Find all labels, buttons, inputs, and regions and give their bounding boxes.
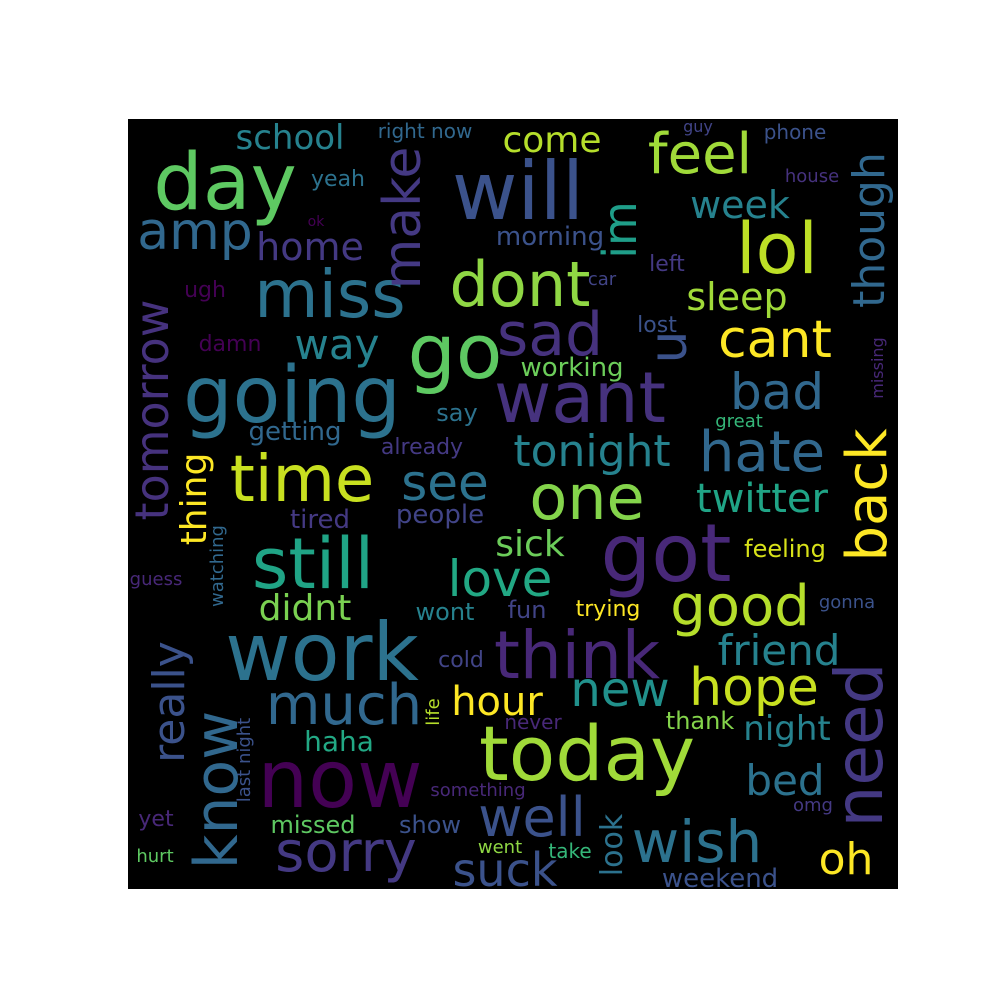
cloud-word-bed: bed [745, 756, 825, 805]
cloud-word-still: still [251, 523, 375, 605]
cloud-word-something: something [430, 780, 526, 801]
cloud-word-working: working [520, 353, 624, 383]
cloud-word-way: way [294, 320, 380, 369]
word-cloud: will day miss amp school make right now come fee… [128, 119, 898, 889]
cloud-word-tomorrow: tomorrow [128, 299, 179, 521]
cloud-word-last-night: last night [234, 717, 255, 803]
cloud-word-dont: dont [449, 248, 591, 321]
cloud-word-lol: lol [736, 208, 818, 290]
cloud-word-wish: wish [631, 808, 763, 876]
cloud-word-car: car [587, 269, 617, 290]
cloud-word-life: life [423, 698, 444, 726]
cloud-word-today: today [478, 709, 696, 798]
cloud-word-want: want [494, 357, 666, 439]
cloud-word-haha: haha [304, 725, 374, 758]
cloud-word-much: much [265, 673, 423, 738]
cloud-word-hope: hope [689, 658, 819, 718]
cloud-word-wont: wont [415, 598, 475, 626]
cloud-word-will: will [451, 145, 585, 238]
cloud-word-sick: sick [495, 524, 565, 565]
cloud-word-hour: hour [451, 679, 543, 725]
cloud-word-new: new [570, 662, 670, 718]
cloud-word-look: look [595, 813, 630, 877]
cloud-word-right-now: right now [377, 119, 473, 143]
cloud-word-getting: getting [248, 417, 342, 447]
cloud-word-say: say [436, 399, 478, 427]
cloud-word-hurt: hurt [136, 846, 174, 867]
cloud-word-went: went [477, 837, 523, 858]
cloud-word-weekend: weekend [661, 864, 779, 889]
cloud-word-day: day [153, 138, 297, 228]
cloud-word-make: make [373, 146, 433, 290]
cloud-word-love: love [447, 550, 553, 608]
cloud-word-tired: tired [289, 505, 351, 535]
cloud-word-well: well [478, 786, 586, 849]
cloud-word-amp: amp [137, 202, 253, 262]
cloud-word-tonight: tonight [513, 426, 671, 477]
cloud-word-lost: lost [637, 313, 677, 338]
cloud-word-now: now [257, 733, 423, 826]
cloud-word-great: great [715, 411, 763, 432]
cloud-word-work: work [225, 606, 419, 699]
cloud-word-people: people [395, 500, 485, 530]
cloud-word-didnt: didnt [258, 588, 352, 629]
cloud-word-suck: suck [452, 843, 558, 889]
cloud-word-one: one [529, 461, 645, 534]
cloud-word-damn: damn [198, 332, 262, 357]
cloud-word-guess: guess [129, 569, 183, 590]
cloud-word-see: see [401, 454, 489, 512]
cloud-word-show: show [398, 811, 462, 839]
cloud-word-take: take [548, 839, 592, 863]
cloud-word-cold: cold [438, 648, 484, 673]
cloud-word-never: never [504, 710, 562, 734]
cloud-word-fun: fun [507, 596, 547, 624]
cloud-word-sad: sad [496, 300, 604, 370]
cloud-word-week: week [690, 183, 790, 227]
cloud-word-house: house [784, 166, 840, 187]
cloud-word-gonna: gonna [818, 592, 876, 613]
cloud-word-need: need [821, 662, 898, 828]
cloud-word-already: already [380, 435, 464, 460]
cloud-word-got: got [600, 507, 732, 600]
cloud-word-yet: yet [138, 807, 174, 832]
cloud-word-twitter: twitter [696, 476, 828, 522]
cloud-word-night: night [743, 709, 831, 749]
cloud-word-ok: ok [307, 214, 325, 230]
cloud-word-thank: thank [665, 707, 735, 735]
cloud-word-sleep: sleep [686, 275, 788, 319]
cloud-word-time: time [229, 443, 375, 517]
cloud-word-watching: watching [207, 525, 228, 607]
cloud-word-though: though [844, 152, 895, 308]
cloud-word-bad: bad [729, 363, 825, 421]
cloud-word-guy: guy [683, 119, 713, 136]
cloud-word-missed: missed [270, 811, 356, 839]
cloud-word-omg: omg [793, 795, 833, 816]
cloud-word-home: home [256, 225, 364, 269]
cloud-word-yeah: yeah [311, 167, 365, 192]
cloud-word-come: come [502, 120, 602, 161]
cloud-word-morning: morning [495, 222, 605, 252]
cloud-word-school: school [235, 119, 345, 158]
cloud-word-back: back [835, 428, 898, 562]
cloud-word-going: going [183, 351, 401, 441]
cloud-word-missing: missing [868, 337, 887, 399]
cloud-word-left: left [649, 252, 685, 277]
cloud-word-feel: feel [647, 122, 753, 187]
cloud-word-hate: hate [698, 420, 826, 485]
cloud-word-miss: miss [254, 256, 406, 333]
cloud-word-good: good [670, 574, 810, 639]
cloud-word-friend: friend [717, 626, 841, 675]
cloud-word-sorry: sorry [275, 820, 417, 885]
cloud-word-oh: oh [818, 834, 874, 885]
cloud-word-feeling: feeling [744, 535, 826, 563]
cloud-word-cant: cant [718, 310, 832, 370]
cloud-word-ugh: ugh [184, 278, 226, 303]
cloud-word-trying: trying [575, 597, 641, 622]
cloud-word-phone: phone [763, 120, 827, 144]
cloud-word-think: think [493, 617, 661, 694]
cloud-word-go: go [407, 307, 503, 396]
